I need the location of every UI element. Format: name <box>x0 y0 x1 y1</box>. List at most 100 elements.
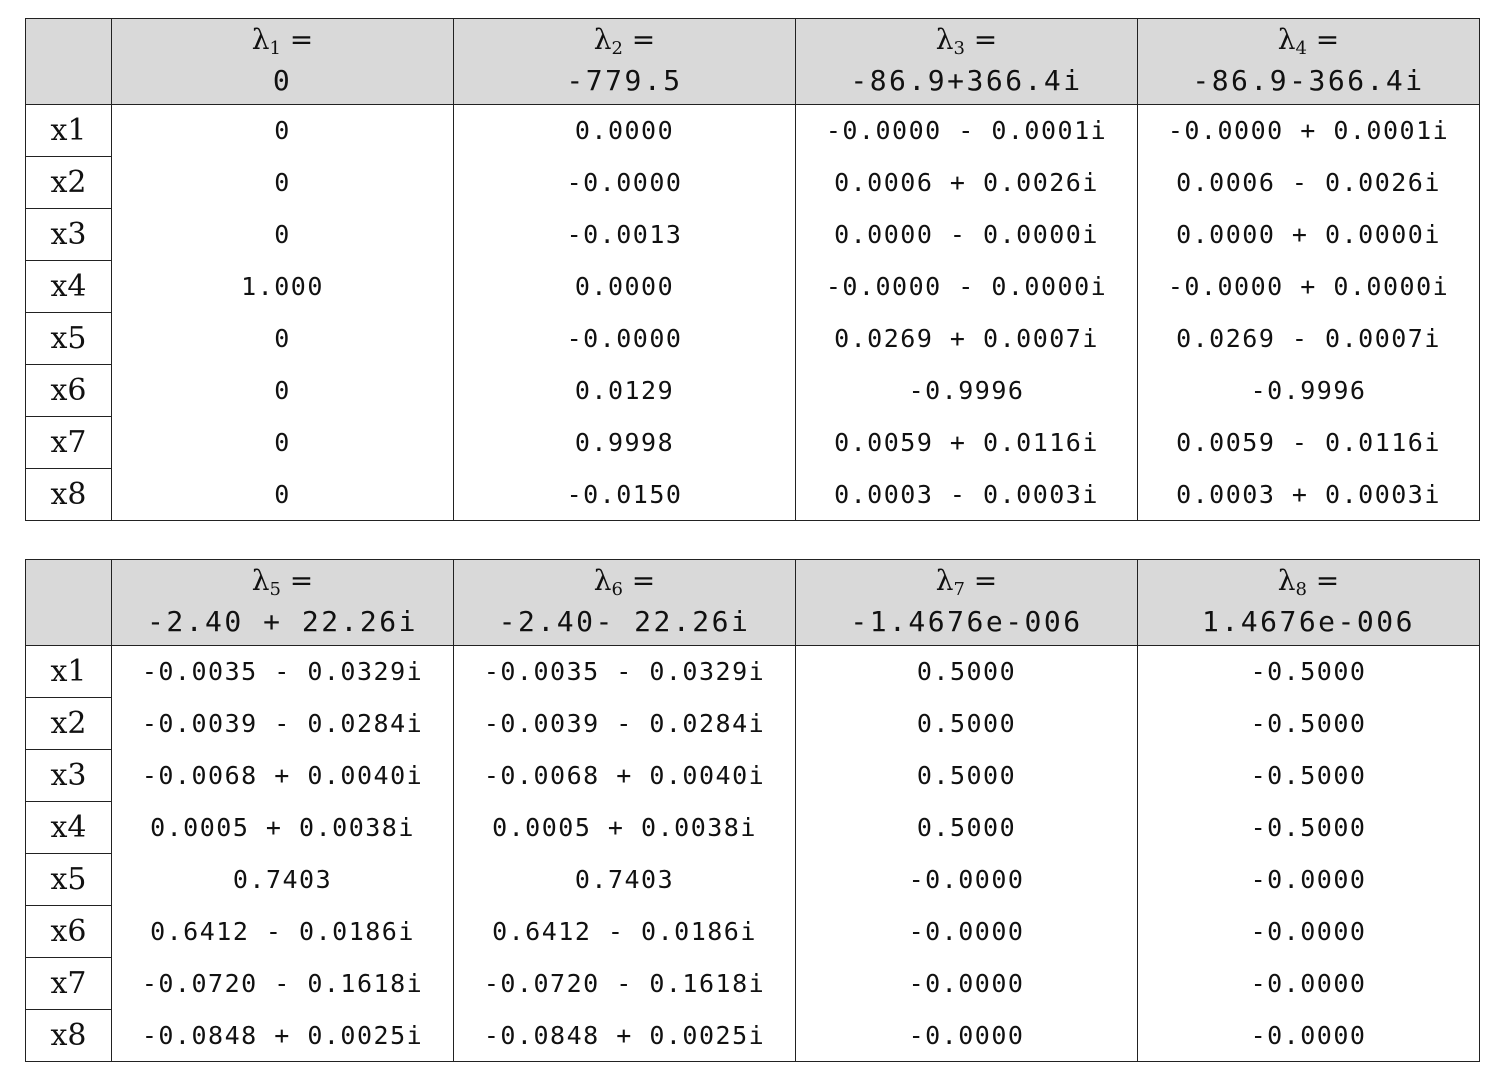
table-body: x1 0 0.0000 -0.0000 - 0.0001i -0.0000 + … <box>25 104 1480 521</box>
eigenvalue-value: 0 <box>272 64 293 97</box>
table-cell: -0.5000 <box>1137 697 1480 750</box>
equals-sign: = <box>1306 23 1340 56</box>
table-cell: 0 <box>111 468 454 521</box>
equals-sign: = <box>280 23 314 56</box>
table-cell: -0.0000 <box>795 853 1138 906</box>
row-label: x3 <box>25 208 112 261</box>
table-cell: 0.9998 <box>453 416 796 469</box>
table-row: x2 0 -0.0000 0.0006 + 0.0026i 0.0006 - 0… <box>25 156 1480 209</box>
table-cell: -0.0000 <box>453 156 796 209</box>
lambda-subscript: 4 <box>1295 38 1307 59</box>
table-cell: 0.5000 <box>795 697 1138 750</box>
table-cell: 0.0269 - 0.0007i <box>1137 312 1480 365</box>
table-row: x8 -0.0848 + 0.0025i -0.0848 + 0.0025i -… <box>25 1009 1480 1062</box>
table-cell: -0.0000 <box>795 957 1138 1010</box>
table-cell: -0.0720 - 0.1618i <box>453 957 796 1010</box>
table-cell: 0 <box>111 416 454 469</box>
table-cell: 1.000 <box>111 260 454 313</box>
table-cell: 0.0269 + 0.0007i <box>795 312 1138 365</box>
eigenvalue-header: λ5 = -2.40 + 22.26i <box>111 559 454 646</box>
table-cell: -0.5000 <box>1137 749 1480 802</box>
table-cell: -0.0000 <box>1137 1009 1480 1062</box>
table-cell: 0.0000 <box>453 260 796 313</box>
table-cell: 0.6412 - 0.0186i <box>453 905 796 958</box>
table-cell: 0.5000 <box>795 801 1138 854</box>
lambda-symbol: λ <box>251 564 270 597</box>
table-cell: -0.0150 <box>453 468 796 521</box>
lambda-subscript: 5 <box>269 579 281 600</box>
table-cell: 0.0006 - 0.0026i <box>1137 156 1480 209</box>
table-cell: -0.0068 + 0.0040i <box>453 749 796 802</box>
table-cell: -0.0035 - 0.0329i <box>111 645 454 698</box>
lambda-symbol: λ <box>1277 564 1296 597</box>
lambda-subscript: 3 <box>953 38 965 59</box>
eigenvalue-value: -1.4676e-006 <box>850 605 1083 638</box>
row-label: x1 <box>25 645 112 698</box>
table-cell: 0 <box>111 364 454 417</box>
eigenvalue-value: -2.40- 22.26i <box>498 605 751 638</box>
eigenvalue-header: λ2 = -779.5 <box>453 18 796 105</box>
table-cell: -0.5000 <box>1137 801 1480 854</box>
equals-sign: = <box>280 564 314 597</box>
eigenvalue-header: λ8 = 1.4676e-006 <box>1137 559 1480 646</box>
table-cell: -0.0013 <box>453 208 796 261</box>
eigenvalue-value: -86.9-366.4i <box>1192 64 1425 97</box>
corner-cell <box>25 18 112 105</box>
row-label: x6 <box>25 364 112 417</box>
table-cell: -0.0000 <box>795 905 1138 958</box>
equals-sign: = <box>964 23 998 56</box>
table-row: x3 -0.0068 + 0.0040i -0.0068 + 0.0040i 0… <box>25 749 1480 802</box>
lambda-symbol: λ <box>935 23 954 56</box>
eigenvector-table-2: λ5 = -2.40 + 22.26i λ6 = -2.40- 22.26i λ… <box>25 559 1480 1062</box>
lambda-subscript: 2 <box>611 38 623 59</box>
table-cell: -0.9996 <box>795 364 1138 417</box>
table-cell: -0.0068 + 0.0040i <box>111 749 454 802</box>
table-cell: 0.0059 - 0.0116i <box>1137 416 1480 469</box>
table-cell: -0.0000 <box>1137 853 1480 906</box>
table-cell: 0.0000 + 0.0000i <box>1137 208 1480 261</box>
row-label: x7 <box>25 416 112 469</box>
table-row: x4 1.000 0.0000 -0.0000 - 0.0000i -0.000… <box>25 260 1480 313</box>
table-cell: 0.0129 <box>453 364 796 417</box>
table-cell: -0.0039 - 0.0284i <box>453 697 796 750</box>
table-cell: -0.9996 <box>1137 364 1480 417</box>
eigenvalue-value: -86.9+366.4i <box>850 64 1083 97</box>
table-row: x1 -0.0035 - 0.0329i -0.0035 - 0.0329i 0… <box>25 645 1480 698</box>
table-cell: -0.5000 <box>1137 645 1480 698</box>
eigenvalue-value: -779.5 <box>566 64 683 97</box>
eigenvalue-header: λ6 = -2.40- 22.26i <box>453 559 796 646</box>
table-cell: 0.5000 <box>795 645 1138 698</box>
table-cell: 0.0059 + 0.0116i <box>795 416 1138 469</box>
table-cell: 0 <box>111 312 454 365</box>
table-row: x6 0 0.0129 -0.9996 -0.9996 <box>25 364 1480 417</box>
row-label: x4 <box>25 801 112 854</box>
table-cell: -0.0000 <box>453 312 796 365</box>
table-cell: 0.0003 - 0.0003i <box>795 468 1138 521</box>
table-cell: -0.0000 <box>1137 957 1480 1010</box>
row-label: x1 <box>25 104 112 157</box>
table-cell: -0.0000 <box>1137 905 1480 958</box>
lambda-symbol: λ <box>251 23 270 56</box>
table-cell: 0.7403 <box>111 853 454 906</box>
eigenvalue-value: 1.4676e-006 <box>1202 605 1415 638</box>
row-label: x2 <box>25 697 112 750</box>
table-row: x5 0 -0.0000 0.0269 + 0.0007i 0.0269 - 0… <box>25 312 1480 365</box>
table-cell: 0.6412 - 0.0186i <box>111 905 454 958</box>
table-row: x6 0.6412 - 0.0186i 0.6412 - 0.0186i -0.… <box>25 905 1480 958</box>
lambda-subscript: 8 <box>1295 579 1307 600</box>
eigenvalue-value: -2.40 + 22.26i <box>146 605 418 638</box>
table-row: x2 -0.0039 - 0.0284i -0.0039 - 0.0284i 0… <box>25 697 1480 750</box>
table-cell: 0.0000 <box>453 104 796 157</box>
table-cell: -0.0000 - 0.0001i <box>795 104 1138 157</box>
table-cell: -0.0000 <box>795 1009 1138 1062</box>
equals-sign: = <box>622 23 656 56</box>
row-label: x3 <box>25 749 112 802</box>
table-header: λ5 = -2.40 + 22.26i λ6 = -2.40- 22.26i λ… <box>25 559 1480 646</box>
row-label: x4 <box>25 260 112 313</box>
table-cell: 0 <box>111 104 454 157</box>
table-cell: 0.0005 + 0.0038i <box>111 801 454 854</box>
eigenvalue-header: λ4 = -86.9-366.4i <box>1137 18 1480 105</box>
table-row: x5 0.7403 0.7403 -0.0000 -0.0000 <box>25 853 1480 906</box>
row-label: x8 <box>25 1009 112 1062</box>
eigenvector-table-1: λ1 = 0 λ2 = -779.5 λ3 = -86.9+366.4i λ4 … <box>25 18 1480 521</box>
